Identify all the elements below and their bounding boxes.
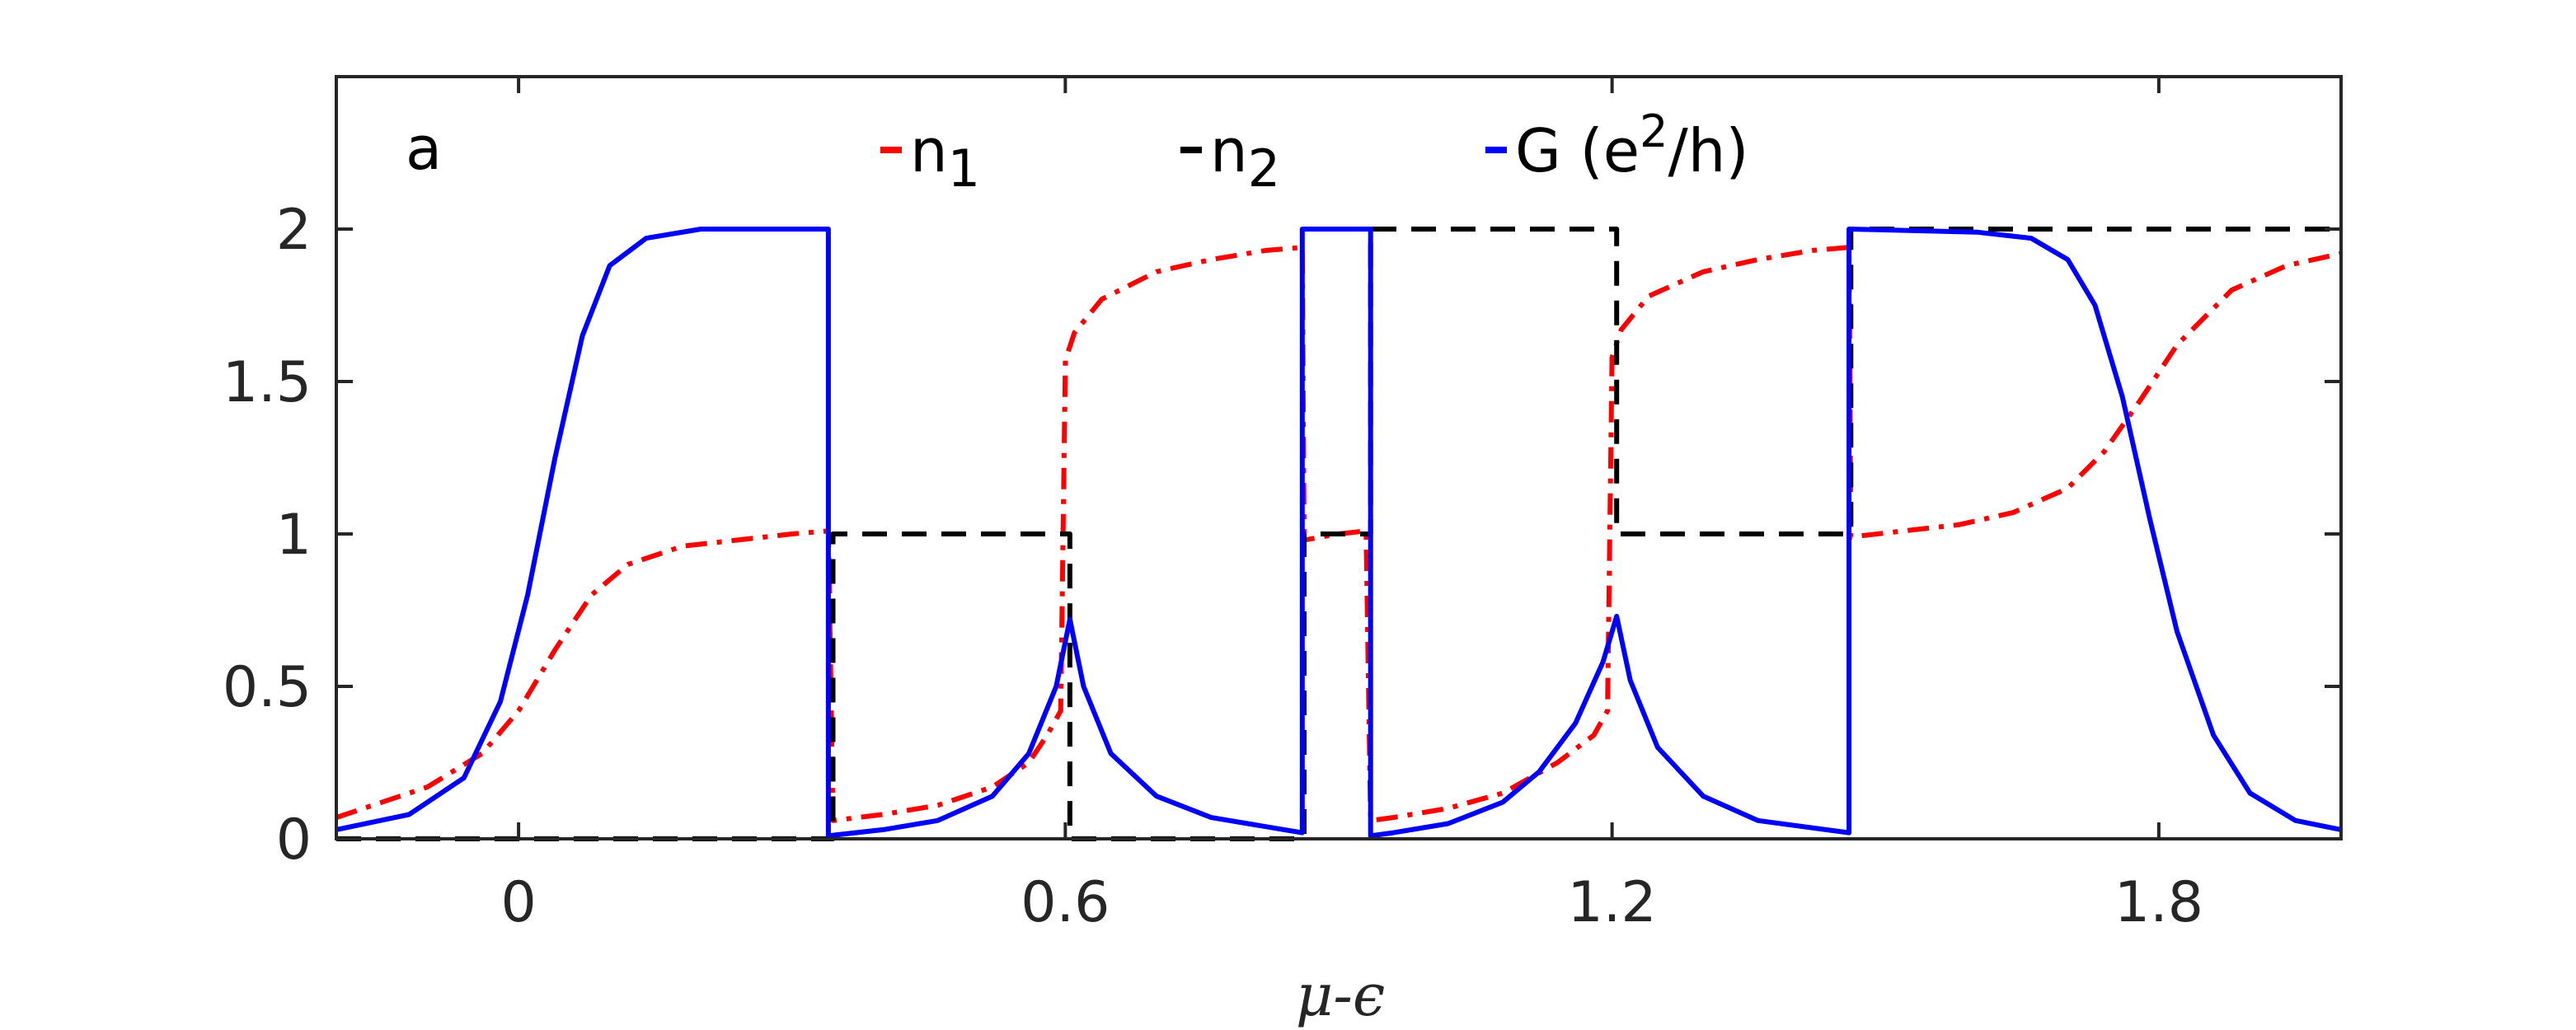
series-n2-line: [336, 227, 2341, 841]
legend: n1 n2 G (e2/h): [880, 105, 1748, 199]
y-tick-label: 2: [276, 198, 312, 263]
panel-label: a: [406, 114, 442, 183]
legend-label-G: G (e2/h): [1515, 105, 1748, 185]
y-tick-label: 0.5: [223, 655, 312, 720]
x-axis-title: μ-ϵ: [1296, 962, 1385, 1029]
axis-tick-labels: 0 0.6 1.2 1.8 0 0.5 1 1.5 2: [223, 198, 2203, 935]
plot-frame: [335, 75, 2343, 840]
legend-label-n1: n1: [910, 116, 980, 199]
legend-label-n2: n2: [1210, 116, 1280, 199]
series-G-line: [335, 227, 2342, 839]
series-n1-line: [335, 245, 2342, 823]
axis-ticks: [336, 77, 2341, 840]
x-tick-label: 0.6: [1021, 870, 1110, 935]
y-tick-label: 0: [276, 808, 312, 873]
x-tick-label: 1.2: [1568, 870, 1657, 935]
plot-lines: [335, 227, 2342, 841]
x-tick-label: 0: [500, 870, 536, 935]
y-tick-label: 1: [276, 503, 312, 568]
y-tick-label: 1.5: [223, 350, 312, 415]
x-tick-label: 1.8: [2114, 870, 2203, 935]
